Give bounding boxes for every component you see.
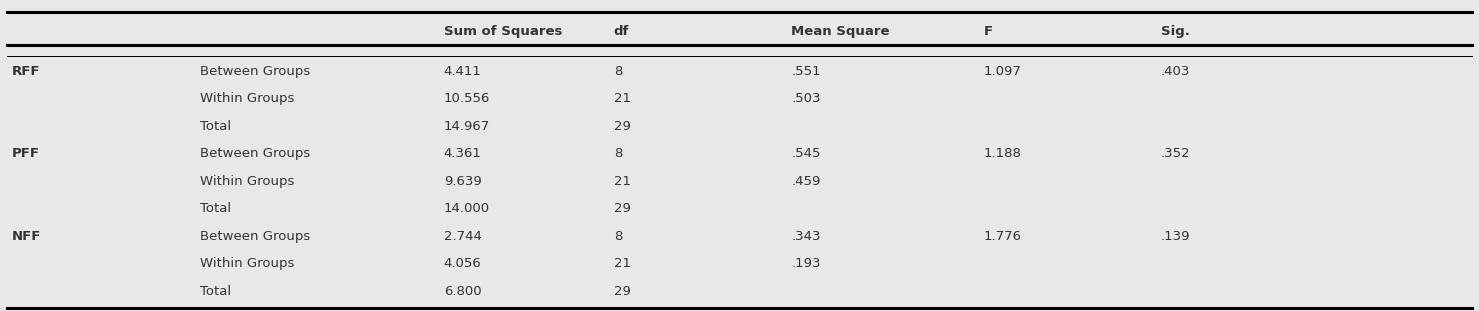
Text: .193: .193	[791, 257, 821, 270]
Text: Mean Square: Mean Square	[791, 25, 890, 38]
Text: Between Groups: Between Groups	[200, 65, 311, 78]
Text: 1.776: 1.776	[984, 230, 1022, 243]
Text: PFF: PFF	[12, 147, 40, 160]
Text: .139: .139	[1161, 230, 1191, 243]
Text: Within Groups: Within Groups	[200, 92, 294, 105]
Text: Sum of Squares: Sum of Squares	[444, 25, 562, 38]
Text: Total: Total	[200, 202, 231, 215]
Text: RFF: RFF	[12, 65, 40, 78]
Text: .352: .352	[1161, 147, 1191, 160]
Text: Between Groups: Between Groups	[200, 147, 311, 160]
Text: 4.056: 4.056	[444, 257, 482, 270]
Text: NFF: NFF	[12, 230, 41, 243]
Text: 29: 29	[614, 285, 630, 298]
Text: .403: .403	[1161, 65, 1191, 78]
Text: Total: Total	[200, 120, 231, 133]
Text: 4.411: 4.411	[444, 65, 482, 78]
Text: 21: 21	[614, 175, 630, 188]
Text: 8: 8	[614, 147, 623, 160]
Text: 2.744: 2.744	[444, 230, 482, 243]
Text: F: F	[984, 25, 992, 38]
Text: .343: .343	[791, 230, 821, 243]
Text: 6.800: 6.800	[444, 285, 481, 298]
Text: .551: .551	[791, 65, 821, 78]
Text: 8: 8	[614, 230, 623, 243]
Text: 14.967: 14.967	[444, 120, 490, 133]
Text: 14.000: 14.000	[444, 202, 490, 215]
Text: 29: 29	[614, 120, 630, 133]
Text: Within Groups: Within Groups	[200, 257, 294, 270]
Text: df: df	[614, 25, 629, 38]
Text: 8: 8	[614, 65, 623, 78]
Text: Total: Total	[200, 285, 231, 298]
Text: 9.639: 9.639	[444, 175, 482, 188]
Text: .459: .459	[791, 175, 821, 188]
Text: .545: .545	[791, 147, 821, 160]
Text: Sig.: Sig.	[1161, 25, 1191, 38]
Text: Within Groups: Within Groups	[200, 175, 294, 188]
Text: Between Groups: Between Groups	[200, 230, 311, 243]
Text: 10.556: 10.556	[444, 92, 490, 105]
Text: 1.188: 1.188	[984, 147, 1022, 160]
Text: 21: 21	[614, 92, 630, 105]
Text: 4.361: 4.361	[444, 147, 482, 160]
Text: 29: 29	[614, 202, 630, 215]
Text: .503: .503	[791, 92, 821, 105]
Text: 21: 21	[614, 257, 630, 270]
Text: 1.097: 1.097	[984, 65, 1022, 78]
